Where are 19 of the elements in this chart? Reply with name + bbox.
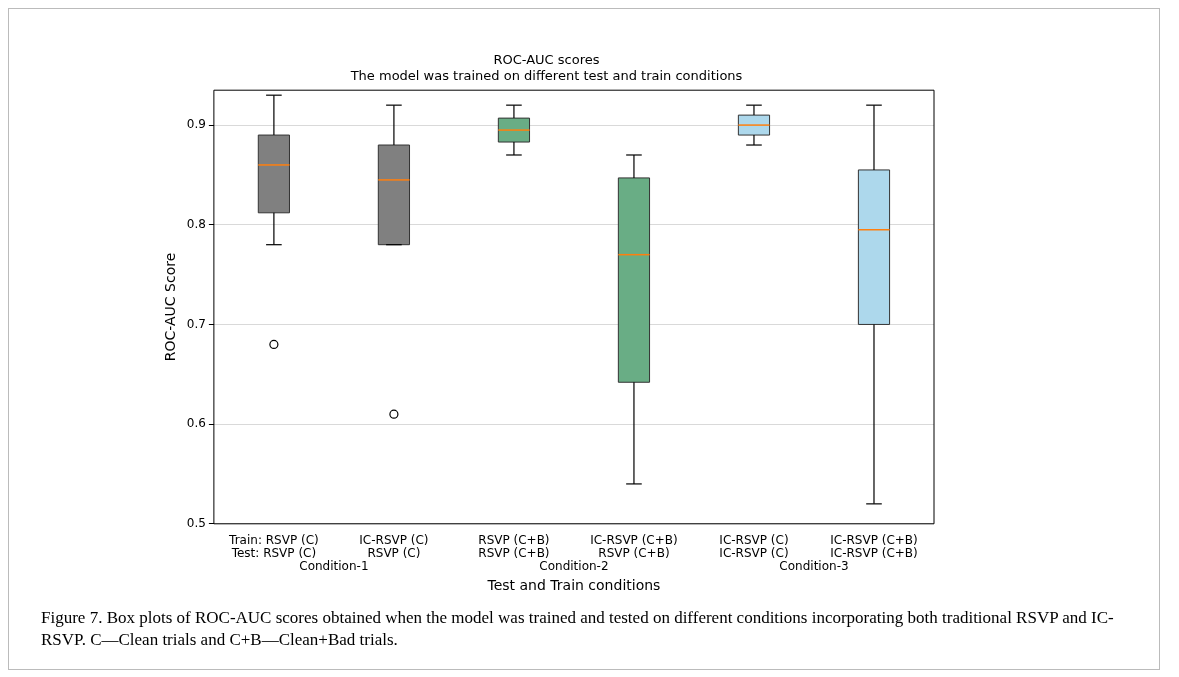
x-tick-label: IC-RSVP (C) IC-RSVP (C) bbox=[719, 532, 789, 560]
text: Condition-1 bbox=[299, 558, 369, 573]
chart-subtitle: The model was trained on different test and train conditions bbox=[349, 67, 743, 83]
chart-title: ROC-AUC scores bbox=[493, 52, 600, 68]
x-axis-title: Test and Train conditions bbox=[486, 577, 661, 594]
text: Condition-2 bbox=[539, 558, 609, 573]
x-tick-label: RSVP (C+B) RSVP (C+B) bbox=[478, 532, 550, 560]
y-tick-label: 0.9 bbox=[186, 117, 206, 132]
x-tick-label: IC-RSVP (C+B) IC-RSVP (C+B) bbox=[830, 532, 918, 560]
x-tick-label: IC-RSVP (C+B) RSVP (C+B) bbox=[590, 532, 678, 560]
y-tick-label: 0.6 bbox=[186, 416, 206, 431]
x-tick-label: IC-RSVP (C) RSVP (C) bbox=[359, 532, 429, 560]
x-tick-label: Train: RSVP (C) Test: RSVP (C) bbox=[228, 532, 319, 560]
y-axis-title: ROC-AUC Score bbox=[162, 252, 179, 362]
y-tick-label: 0.7 bbox=[186, 316, 206, 331]
y-tick-label: 0.8 bbox=[186, 216, 206, 231]
text: Condition-3 bbox=[779, 558, 849, 573]
y-tick-label: 0.5 bbox=[186, 515, 206, 530]
caption: Figure 7. Box plots of ROC-AUC scores obtained when the model was trained and tested on different conditions incorporating both traditional RSVP and IC-RSVP. C—Clean trials and C+B—Clean+Bad trials. bbox=[40, 607, 1115, 652]
